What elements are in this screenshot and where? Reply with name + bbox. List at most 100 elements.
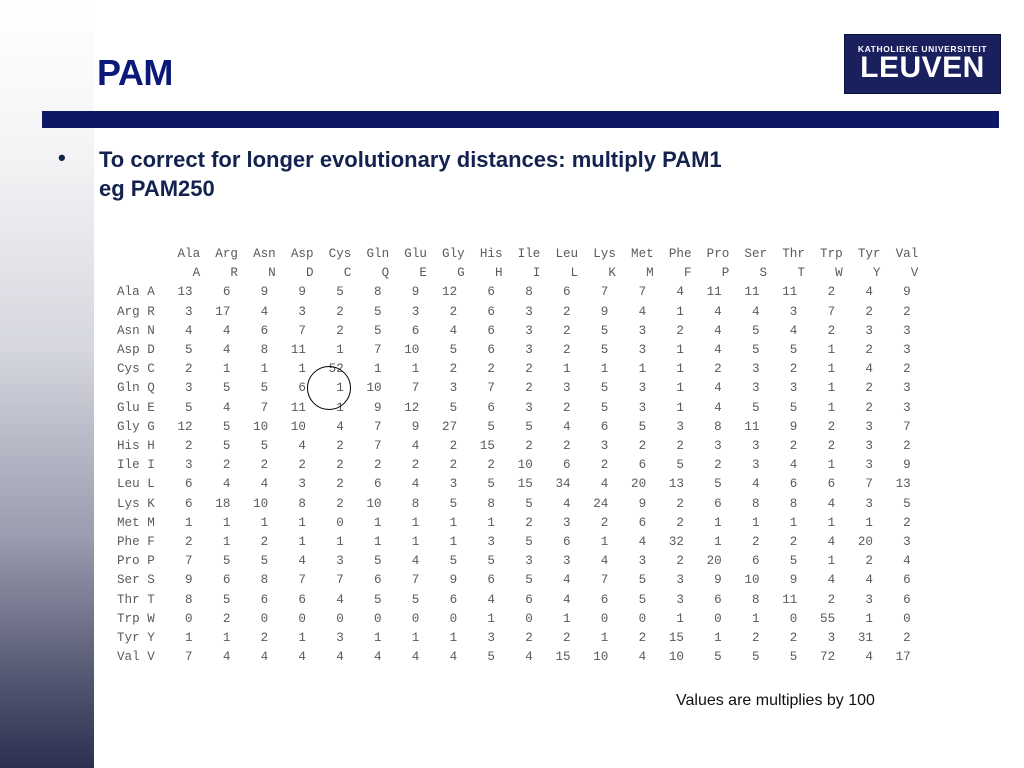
matrix-cell: 7 xyxy=(343,343,382,358)
matrix-cell: 4 xyxy=(381,439,420,454)
matrix-cell: 4 xyxy=(419,323,458,338)
matrix-cell: 7 xyxy=(154,554,193,569)
matrix-cell: P xyxy=(691,266,730,281)
matrix-cell: 3 xyxy=(646,592,684,607)
matrix-cell: 4 xyxy=(192,477,231,492)
matrix-cell: 11 xyxy=(721,419,760,434)
matrix-cell: 9 xyxy=(381,285,420,300)
matrix-cell: D xyxy=(275,266,314,281)
matrix-cell: 5 xyxy=(721,650,760,665)
matrix-cell: 2 xyxy=(570,458,609,473)
matrix-cell: 3 xyxy=(759,304,798,319)
matrix-cell: 2 xyxy=(608,439,647,454)
matrix-cell: 3 xyxy=(872,381,911,396)
matrix-cell: 10 xyxy=(494,458,533,473)
matrix-cell: 3 xyxy=(457,535,495,550)
matrix-cell: 4 xyxy=(721,477,760,492)
matrix-cell: 10 xyxy=(570,650,609,665)
matrix-cell: 9 xyxy=(759,573,798,588)
matrix-cell: 5 xyxy=(721,400,760,415)
matrix-cell: 2 xyxy=(608,631,647,646)
matrix-cell: 2 xyxy=(646,515,684,530)
matrix-cell: I xyxy=(502,266,541,281)
matrix-row-ile: Ile I 3 2 2 2 2 2 2 2 2 10 6 2 6 5 2 3 4… xyxy=(117,458,911,472)
matrix-cell: 13 xyxy=(154,285,193,300)
matrix-cell: 2 xyxy=(797,285,836,300)
matrix-cell: 0 xyxy=(230,611,269,626)
matrix-cell: 6 xyxy=(532,535,571,550)
matrix-cell: 5 xyxy=(457,650,495,665)
matrix-cell: 6 xyxy=(683,496,722,511)
matrix-cell: 8 xyxy=(721,592,760,607)
matrix-cell: 15 xyxy=(646,631,684,646)
matrix-cell: Pro xyxy=(691,247,730,261)
matrix-cell: 2 xyxy=(797,439,836,454)
matrix-cell: 1 xyxy=(759,515,798,530)
matrix-cell: 3 xyxy=(494,400,533,415)
matrix-cell: 7 xyxy=(381,381,420,396)
matrix-row-label: Pro P xyxy=(117,554,155,569)
matrix-cell: 3 xyxy=(532,381,571,396)
matrix-cell: K xyxy=(578,266,616,281)
matrix-cell: 3 xyxy=(457,631,495,646)
matrix-cell: Glu xyxy=(389,247,427,261)
matrix-cell: 1 xyxy=(419,631,458,646)
matrix-row-label: Lys K xyxy=(117,496,155,511)
matrix-row-asp: Asp D 5 4 8 11 1 7 10 5 6 3 2 5 3 1 4 5 … xyxy=(117,343,911,357)
matrix-cell: 1 xyxy=(532,611,571,626)
matrix-cell: 2 xyxy=(154,362,193,377)
matrix-cell: 5 xyxy=(494,496,533,511)
matrix-cell: 2 xyxy=(532,343,571,358)
matrix-cell: 17 xyxy=(872,650,911,665)
matrix-cell: 2 xyxy=(268,458,306,473)
matrix-cell: 5 xyxy=(343,304,382,319)
matrix-cell: 0 xyxy=(343,611,382,626)
matrix-cell: 2 xyxy=(494,515,533,530)
matrix-cell: 20 xyxy=(683,554,722,569)
matrix-cell: 6 xyxy=(570,592,609,607)
matrix-cell: 3 xyxy=(835,496,873,511)
matrix-cell: 5 xyxy=(570,323,609,338)
matrix-cell: 3 xyxy=(872,400,911,415)
matrix-row-pro: Pro P 7 5 5 4 3 5 4 5 5 3 3 4 3 2 20 6 5… xyxy=(117,554,911,568)
matrix-cell: 0 xyxy=(608,611,647,626)
matrix-cell: 3 xyxy=(759,381,798,396)
matrix-cell: 32 xyxy=(646,535,684,550)
matrix-row-label: His H xyxy=(117,439,155,454)
matrix-cell: 2 xyxy=(532,631,571,646)
matrix-cell: 11 xyxy=(721,285,760,300)
matrix-row-leu: Leu L 6 4 4 3 2 6 4 3 5 15 34 4 20 13 5 … xyxy=(117,477,911,491)
matrix-cell: 6 xyxy=(230,323,269,338)
matrix-cell: 5 xyxy=(608,592,647,607)
matrix-cell: 6 xyxy=(419,592,458,607)
matrix-cell: 6 xyxy=(872,573,911,588)
matrix-cell: His xyxy=(464,247,503,261)
matrix-header-codes: A R N D C Q E G H I L K M F P S T W Y V xyxy=(117,266,919,281)
matrix-cell: 1 xyxy=(381,515,420,530)
matrix-cell: Phe xyxy=(653,247,692,261)
matrix-cell: 3 xyxy=(154,381,193,396)
matrix-cell: 6 xyxy=(532,458,571,473)
matrix-cell: 1 xyxy=(797,343,836,358)
matrix-cell: 5 xyxy=(419,343,458,358)
matrix-cell: 1 xyxy=(268,535,306,550)
matrix-cell: 3 xyxy=(835,458,873,473)
matrix-cell: 5 xyxy=(570,381,609,396)
matrix-cell: 2 xyxy=(759,439,798,454)
matrix-cell: 2 xyxy=(532,439,571,454)
matrix-cell: M xyxy=(615,266,654,281)
matrix-cell: 3 xyxy=(154,304,193,319)
matrix-cell: 4 xyxy=(683,304,722,319)
matrix-cell: 8 xyxy=(759,496,798,511)
matrix-cell: 11 xyxy=(759,285,798,300)
matrix-cell: A xyxy=(162,266,201,281)
matrix-cell: 3 xyxy=(721,362,760,377)
matrix-cell: 4 xyxy=(797,496,836,511)
matrix-cell: 9 xyxy=(872,285,911,300)
matrix-cell: 1 xyxy=(646,343,684,358)
matrix-cell: N xyxy=(237,266,276,281)
matrix-cell: 7 xyxy=(381,573,420,588)
matrix-cell: 4 xyxy=(381,477,420,492)
matrix-cell: Met xyxy=(615,247,654,261)
matrix-cell: 4 xyxy=(759,323,798,338)
